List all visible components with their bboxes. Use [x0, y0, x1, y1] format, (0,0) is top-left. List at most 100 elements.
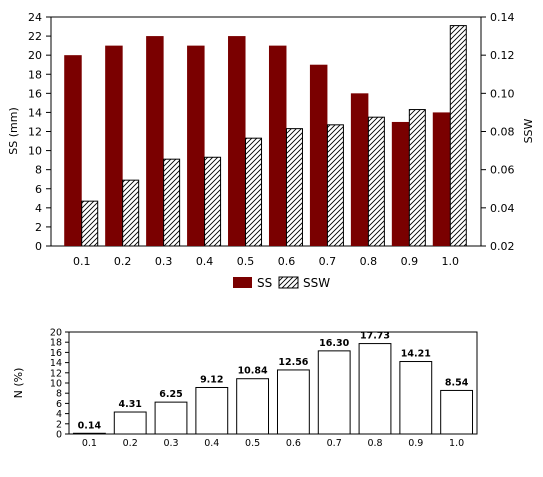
bar-n — [276, 369, 310, 435]
bar-ss — [268, 45, 287, 246]
y-tick-label: 14 — [50, 358, 62, 369]
bar-ss — [391, 121, 410, 246]
x-tick-label: 0.2 — [123, 438, 138, 449]
legend-label-ssw: SSW — [303, 276, 330, 290]
y-tick-label: 16 — [28, 87, 42, 100]
top-y-axis-right-title: SSW — [522, 118, 535, 143]
legend-swatch-ss — [233, 277, 252, 288]
data-label: 4.31 — [118, 399, 141, 410]
bar-ssw — [285, 128, 303, 247]
data-label: 0.14 — [78, 420, 102, 431]
bar-n — [358, 343, 392, 435]
x-tick-label: 0.6 — [286, 438, 301, 449]
x-tick-label: 0.5 — [237, 255, 255, 268]
bar-ss — [64, 55, 82, 246]
x-tick-label: 0.7 — [319, 255, 337, 268]
data-label: 10.84 — [238, 366, 268, 377]
bar-ss — [146, 36, 164, 247]
y-tick-label: 4 — [35, 202, 42, 215]
legend: SS SSW — [233, 276, 330, 290]
x-tick-label: 0.1 — [73, 255, 91, 268]
bar-n — [317, 350, 351, 435]
y-tick-label: 10 — [28, 145, 42, 158]
bar-ss — [187, 45, 205, 246]
bar-ss — [105, 45, 123, 246]
x-tick-label: 1.0 — [442, 255, 460, 268]
x-tick-label: 0.7 — [327, 438, 342, 449]
bar-ssw — [326, 124, 344, 247]
bar-n — [399, 361, 433, 435]
bar-n — [154, 401, 188, 435]
x-tick-label: 0.6 — [278, 255, 296, 268]
y-tick-label: 0 — [56, 430, 62, 441]
y-tick-label: 6 — [56, 399, 62, 410]
y-tick-label: 4 — [56, 409, 62, 420]
x-tick-label: 0.4 — [196, 255, 214, 268]
y-tick-label: 16 — [50, 348, 62, 359]
y-tick-label: 24 — [28, 11, 42, 24]
data-label: 16.30 — [319, 338, 349, 349]
bar-ssw — [204, 156, 222, 247]
bar-n — [236, 378, 270, 435]
y-right-tick-label: 0.04 — [490, 202, 515, 215]
y-tick-label: 14 — [28, 106, 42, 119]
y-tick-label: 0 — [35, 240, 42, 253]
data-label: 6.25 — [159, 389, 182, 400]
y-tick-label: 22 — [28, 30, 42, 43]
bar-n — [113, 411, 147, 435]
y-tick-label: 8 — [35, 164, 42, 177]
data-label: 9.12 — [200, 374, 223, 385]
bar-ssw — [245, 137, 263, 247]
data-label: 17.73 — [360, 331, 390, 342]
bar-ssw — [122, 179, 140, 247]
data-label: 12.56 — [278, 357, 308, 368]
y-tick-label: 20 — [50, 328, 62, 339]
y-right-tick-label: 0.10 — [490, 87, 515, 100]
bar-ss — [309, 64, 328, 246]
bar-ssw — [163, 158, 181, 247]
bar-ssw — [81, 200, 99, 247]
bar-ss — [432, 112, 451, 247]
x-tick-label: 0.8 — [360, 255, 378, 268]
bar-ssw — [367, 116, 385, 247]
data-label: 14.21 — [401, 349, 431, 360]
bar-n — [72, 432, 106, 435]
bar-ssw — [449, 25, 467, 247]
top-y-axis-title: SS (mm) — [7, 107, 20, 154]
x-tick-label: 0.3 — [163, 438, 178, 449]
y-right-tick-label: 0.06 — [490, 164, 515, 177]
y-tick-label: 2 — [35, 221, 42, 234]
bar-n — [195, 386, 229, 435]
x-tick-label: 0.1 — [82, 438, 97, 449]
y-tick-label: 12 — [50, 368, 62, 379]
x-tick-label: 0.8 — [367, 438, 382, 449]
bar-ssw — [408, 109, 426, 247]
y-tick-label: 6 — [35, 183, 42, 196]
y-right-tick-label: 0.14 — [490, 11, 515, 24]
x-tick-label: 0.9 — [401, 255, 419, 268]
y-tick-label: 20 — [28, 49, 42, 62]
y-tick-label: 18 — [50, 338, 62, 349]
y-tick-label: 2 — [56, 419, 62, 430]
x-tick-label: 1.0 — [449, 438, 464, 449]
data-label: 8.54 — [445, 377, 469, 388]
x-tick-label: 0.3 — [155, 255, 173, 268]
y-tick-label: 18 — [28, 68, 42, 81]
x-tick-label: 0.4 — [204, 438, 219, 449]
bottom-y-axis-title: N (%) — [12, 368, 25, 399]
x-tick-label: 0.9 — [408, 438, 423, 449]
bar-n — [440, 389, 474, 435]
x-tick-label: 0.5 — [245, 438, 260, 449]
y-tick-label: 8 — [56, 389, 62, 400]
y-right-tick-label: 0.12 — [490, 49, 515, 62]
y-tick-label: 10 — [50, 379, 62, 390]
y-right-tick-label: 0.02 — [490, 240, 515, 253]
legend-swatch-ssw — [278, 276, 299, 289]
bar-ss — [350, 93, 369, 246]
y-tick-label: 12 — [28, 126, 42, 139]
legend-label-ss: SS — [257, 276, 272, 290]
bar-ss — [228, 36, 246, 247]
